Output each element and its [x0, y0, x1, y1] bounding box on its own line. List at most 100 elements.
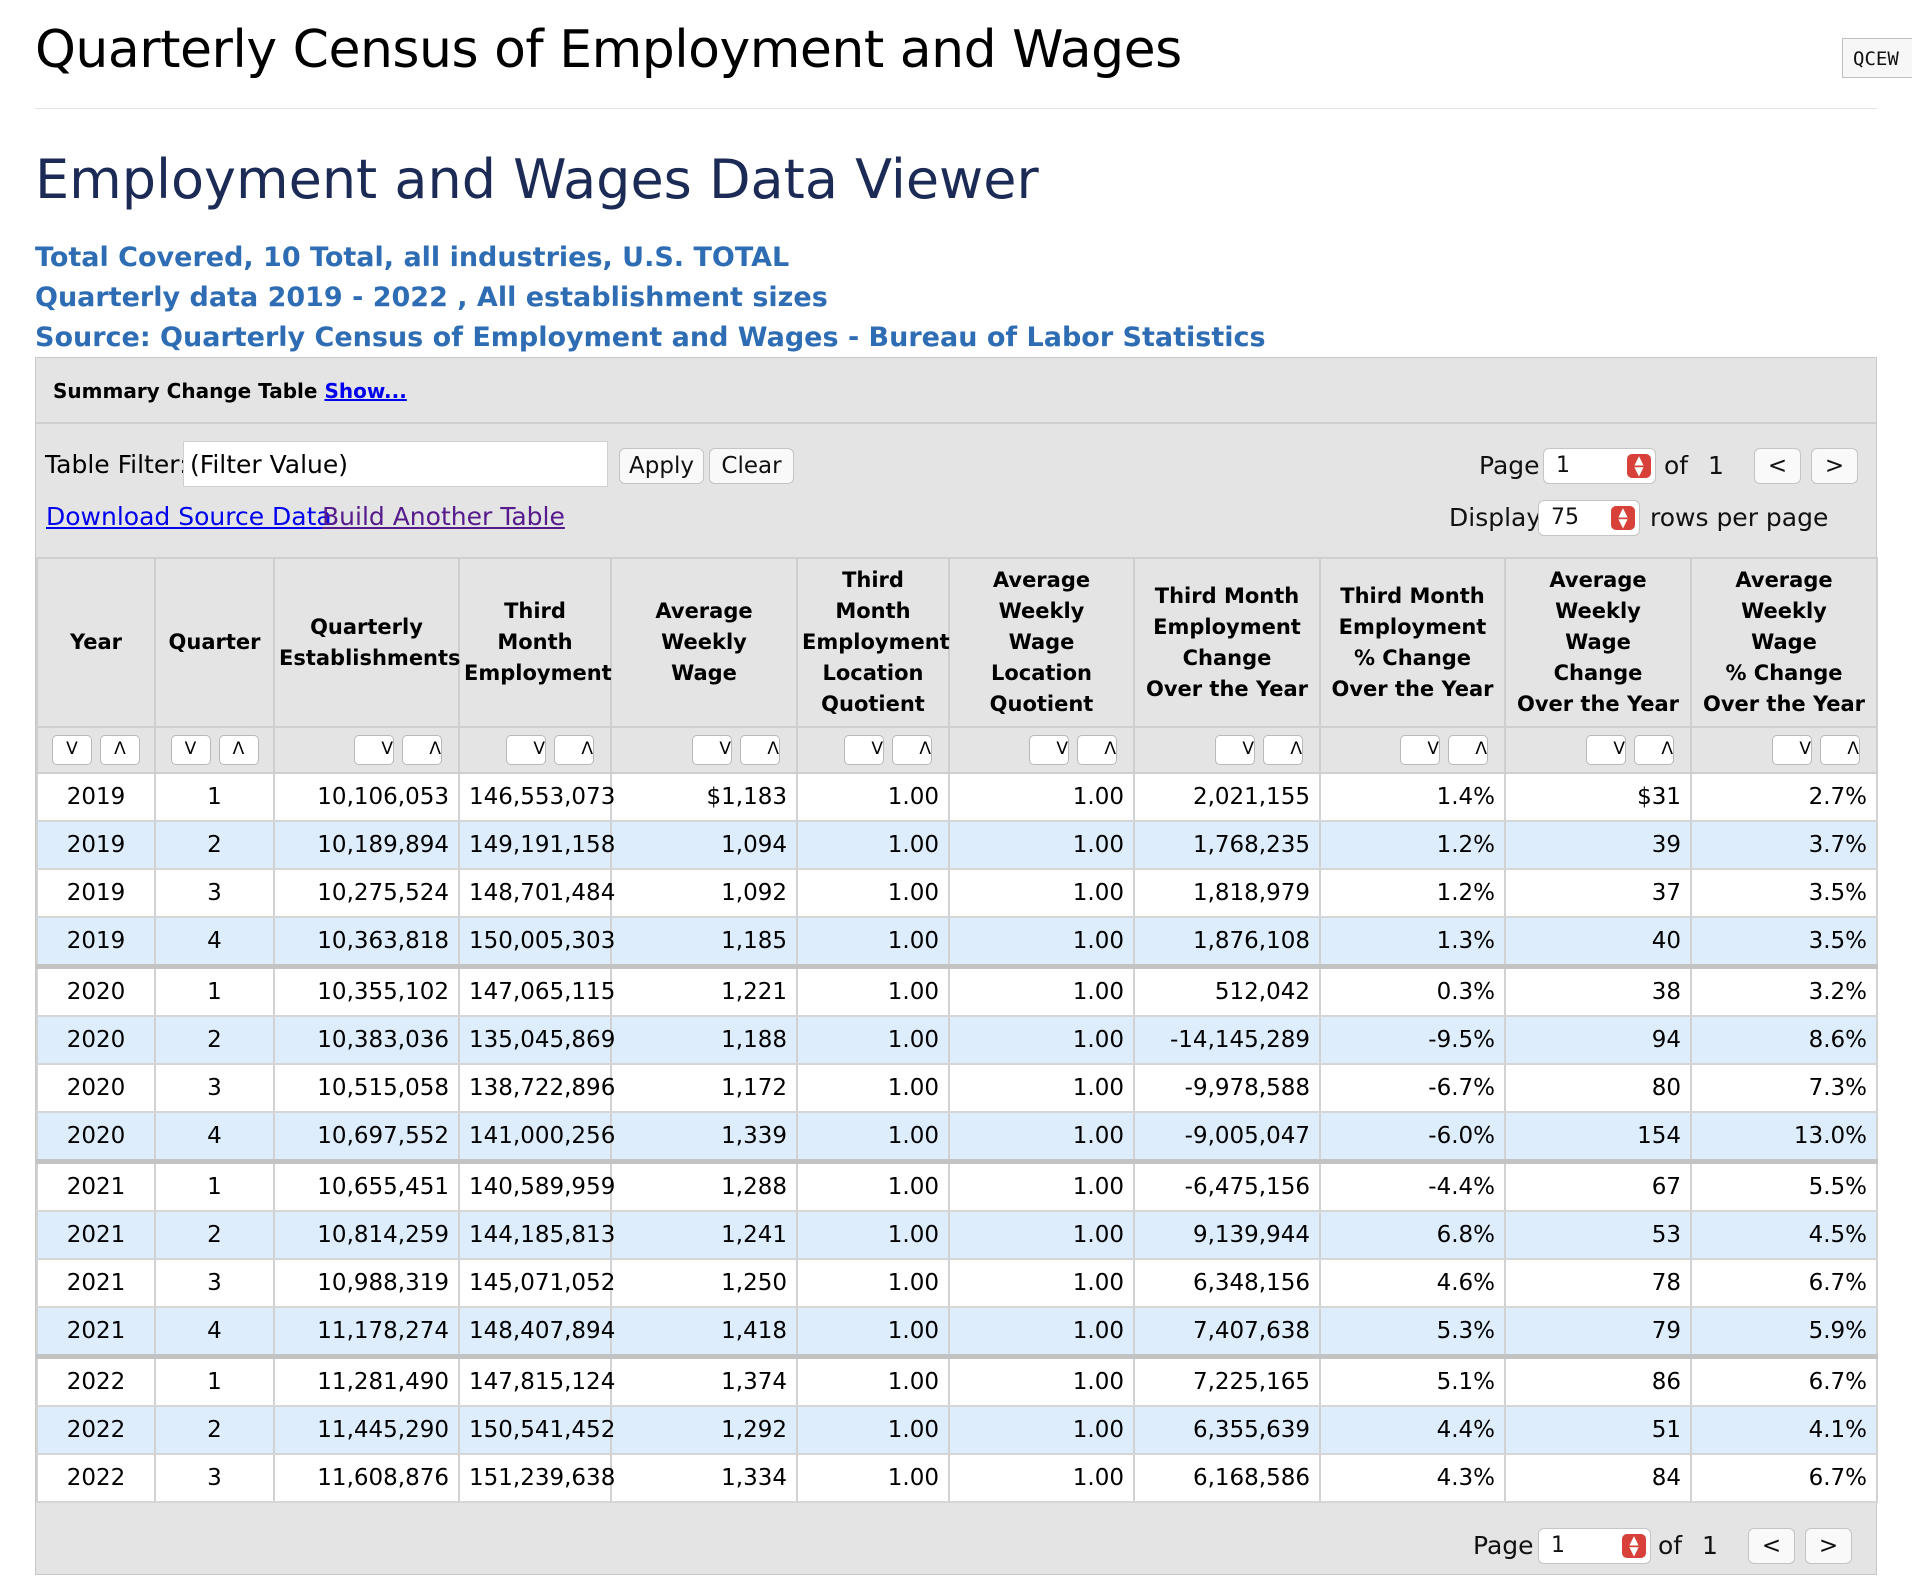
apply-filter-button[interactable]: Apply [619, 448, 704, 484]
sort-ascending-button[interactable]: Λ [1634, 735, 1674, 765]
summary-change-bar: Summary Change Table Show... [36, 358, 1876, 424]
table-row: 2021 3 10,988,319 145,071,052 1,250 1.00 1.00 6… [36, 1259, 1878, 1308]
sort-descending-button[interactable]: V [1029, 735, 1069, 765]
download-source-data-link[interactable]: Download Source Data [46, 502, 332, 531]
site-badge[interactable]: QCEW [1842, 38, 1912, 78]
table-cell: 1.00 [948, 1307, 1135, 1358]
sort-descending-button[interactable]: V [506, 735, 546, 765]
page-select[interactable]: 1 ▲ ▼ [1543, 448, 1656, 484]
table-cell: 13.0% [1690, 1112, 1878, 1163]
table-row: 2020 4 10,697,552 141,000,256 1,339 1.00 1.00-… [36, 1112, 1878, 1163]
subtitle-source: Source: Quarterly Census of Employment a… [35, 322, 1266, 353]
table-cell: 3.5% [1690, 917, 1878, 968]
table-cell: 5.9% [1690, 1307, 1878, 1358]
table-cell: -14,145,289 [1133, 1016, 1321, 1065]
sort-descending-button[interactable]: V [692, 735, 732, 765]
table-cell: 1.3% [1319, 917, 1506, 968]
prev-page-button[interactable]: < [1754, 448, 1801, 484]
clear-filter-button[interactable]: Clear [709, 448, 794, 484]
data-table-panel: Summary Change Table Show... Table Filte… [35, 357, 1878, 1575]
sort-descending-button[interactable]: V [1215, 735, 1255, 765]
column-header-line: Over the Year [1516, 692, 1680, 716]
table-cell: 1 [154, 773, 275, 822]
sort-ascending-button[interactable]: Λ [1820, 735, 1860, 765]
table-cell: 6,355,639 [1133, 1406, 1321, 1455]
subtitle-industry: Total Covered, 10 Total, all industries,… [35, 242, 790, 273]
table-cell: 140,589,959 [458, 1159, 615, 1212]
sort-descending-button[interactable]: V [1400, 735, 1440, 765]
table-cell: 4.1% [1690, 1406, 1878, 1455]
sort-ascending-button[interactable]: Λ [892, 735, 932, 765]
table-cell: 4.3% [1319, 1454, 1506, 1503]
table-cell: 2,021,155 [1133, 773, 1321, 822]
table-cell: 3.7% [1690, 821, 1878, 870]
column-header: Quarter [154, 557, 275, 728]
table-row: 2022 1 11,281,490 147,815,124 1,374 1.00 1.00 7… [36, 1354, 1878, 1407]
table-cell: 3 [154, 869, 275, 918]
table-cell: 1,768,235 [1133, 821, 1321, 870]
table-cell: -6,475,156 [1133, 1159, 1321, 1212]
column-header-line: % Change [1353, 645, 1472, 670]
table-cell: 1.00 [948, 964, 1135, 1017]
table-cell: 2020 [36, 1064, 156, 1113]
table-cell: 6.8% [1319, 1211, 1506, 1260]
table-cell: 1,221 [610, 964, 798, 1017]
column-header-line: Over the Year [1331, 676, 1494, 701]
sort-ascending-button[interactable]: Λ [1448, 735, 1488, 765]
table-cell: 1.00 [796, 1016, 950, 1065]
sort-descending-button[interactable]: V [1772, 735, 1812, 765]
table-cell: 2019 [36, 821, 156, 870]
build-another-table-link[interactable]: Build Another Table [322, 502, 565, 531]
sort-ascending-button[interactable]: Λ [1263, 735, 1303, 765]
table-cell: 2020 [36, 964, 156, 1017]
table-cell: -4.4% [1319, 1159, 1506, 1212]
sort-ascending-button[interactable]: Λ [1077, 735, 1117, 765]
sort-descending-button[interactable]: V [170, 735, 211, 765]
bottom-page-select[interactable]: 1 ▲ ▼ [1538, 1528, 1651, 1564]
column-header: Third Month Employment Location Quotient [796, 557, 950, 728]
table-filter-input[interactable] [183, 441, 608, 487]
sort-descending-button[interactable]: V [844, 735, 884, 765]
sort-ascending-button[interactable]: Λ [402, 735, 442, 765]
table-cell: 10,363,818 [273, 917, 460, 968]
table-cell: 1.00 [796, 773, 950, 822]
table-cell: 80 [1504, 1064, 1692, 1113]
table-cell: 1.00 [948, 1406, 1135, 1455]
table-cell: 1.00 [796, 1259, 950, 1308]
next-page-button[interactable]: > [1811, 448, 1858, 484]
table-cell: 10,515,058 [273, 1064, 460, 1113]
sort-descending-button[interactable]: V [1586, 735, 1626, 765]
table-cell: 2019 [36, 917, 156, 968]
column-header-line: Average [1735, 568, 1833, 592]
table-cell: 3 [154, 1259, 275, 1308]
table-cell: 4 [154, 1112, 275, 1163]
sort-ascending-button[interactable]: Λ [740, 735, 780, 765]
column-header-line: Change [1553, 661, 1643, 685]
table-cell: $1,183 [610, 773, 798, 822]
column-header-line: Weekly [998, 599, 1085, 623]
table-cell: 94 [1504, 1016, 1692, 1065]
table-cell: 3 [154, 1454, 275, 1503]
column-header-line: Location [990, 661, 1093, 685]
table-cell: 2022 [36, 1354, 156, 1407]
bottom-prev-page-button[interactable]: < [1748, 1528, 1795, 1564]
data-table: Year Quarter Quarterly Establishments Third … [36, 557, 1878, 1503]
sort-descending-button[interactable]: V [354, 735, 394, 765]
table-cell: 1.00 [796, 1211, 950, 1260]
bottom-next-page-button[interactable]: > [1805, 1528, 1852, 1564]
column-header-line: Quotient [989, 692, 1094, 716]
sort-ascending-button[interactable]: Λ [100, 735, 140, 765]
rows-per-page-select[interactable]: 75 ▲ ▼ [1538, 500, 1640, 536]
table-cell: 2022 [36, 1406, 156, 1455]
table-cell: 5.1% [1319, 1354, 1506, 1407]
column-header: Year [36, 557, 156, 728]
sort-descending-button[interactable]: V [52, 735, 92, 765]
sort-ascending-button[interactable]: Λ [554, 735, 594, 765]
column-header-line: Weekly [661, 630, 747, 654]
table-cell: 1.00 [796, 1354, 950, 1407]
site-title: Quarterly Census of Employment and Wages [35, 20, 1182, 80]
table-cell: 4 [154, 917, 275, 968]
summary-show-link[interactable]: Show... [324, 379, 407, 403]
sort-ascending-button[interactable]: Λ [218, 735, 259, 765]
